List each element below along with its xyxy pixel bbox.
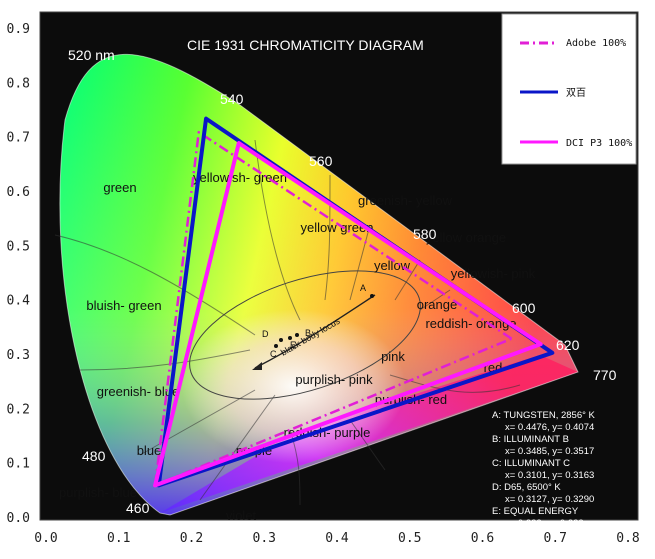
x-axis-ticks: 0.0 0.1 0.2 0.3 0.4 0.5 0.6 0.7 0.8 <box>34 531 639 546</box>
spectral-locus <box>54 53 579 516</box>
region-label: yellowish- green <box>193 170 287 185</box>
chart-title: CIE 1931 CHROMATICITY DIAGRAM <box>187 37 424 53</box>
y-tick-label: 0.8 <box>7 76 30 91</box>
wavelength-label: 460 <box>126 500 150 516</box>
region-label: yellow green <box>301 220 374 235</box>
note-line: A: TUNGSTEN, 2856° K <box>492 410 596 421</box>
region-label: orange <box>417 297 457 312</box>
note-line: x= 0.3127, y= 0.3290 <box>505 494 594 505</box>
note-line: x= 0.3101, y= 0.3163 <box>505 470 594 481</box>
region-label: blue <box>137 443 162 458</box>
region-label: purplish- pink <box>295 372 373 387</box>
wavelength-label: 580 <box>413 226 437 242</box>
y-tick-label: 0.2 <box>7 402 30 417</box>
illuminant-e: E <box>290 340 296 350</box>
wavelength-label: 600 <box>512 300 536 316</box>
illuminant-d: D <box>262 329 269 339</box>
note-line: C: ILLUMINANT C <box>492 458 570 469</box>
x-tick-label: 0.6 <box>471 531 494 546</box>
region-label: yellow <box>374 258 411 273</box>
gamut-triangles <box>153 116 555 488</box>
wavelength-label: 480 <box>82 448 106 464</box>
x-tick-label: 0.4 <box>325 531 349 546</box>
illuminant-a: A <box>360 283 366 293</box>
legend-label-dci: DCI P3 100% <box>566 138 632 149</box>
legend-label-shuangbai: 双百 <box>566 87 586 99</box>
region-label: greenish- yellow <box>358 193 453 208</box>
note-line: D: D65, 6500° K <box>492 482 561 493</box>
region-label: yellowish- pink <box>451 266 536 281</box>
region-label: violet <box>226 508 257 523</box>
y-tick-label: 0.6 <box>7 185 30 200</box>
wavelength-label: 560 <box>309 153 333 169</box>
note-line: x= 0.3485, y= 0.3517 <box>505 446 594 457</box>
x-tick-label: 0.1 <box>107 531 130 546</box>
y-tick-label: 0.5 <box>7 239 30 254</box>
y-tick-label: 0.0 <box>7 511 30 526</box>
region-label: green <box>103 180 136 195</box>
x-tick-label: 0.2 <box>180 531 203 546</box>
x-tick-label: 0.7 <box>544 531 567 546</box>
wavelength-label: 770 <box>593 367 617 383</box>
gamut-dci-p3 <box>153 141 543 488</box>
y-tick-label: 0.3 <box>7 348 30 363</box>
region-label: yellow orange <box>426 230 506 245</box>
wavelength-label: 620 <box>556 337 580 353</box>
y-axis-ticks: 0.0 0.1 0.2 0.3 0.4 0.5 0.6 0.7 0.8 0.9 <box>7 22 31 526</box>
y-tick-label: 0.7 <box>7 131 30 146</box>
illuminant-c: C <box>270 349 277 359</box>
y-tick-label: 0.4 <box>7 294 31 309</box>
note-line: E: EQUAL ENERGY <box>492 506 579 517</box>
wavelength-label: 520 nm <box>68 47 115 63</box>
region-label: pink <box>381 349 405 364</box>
wavelength-labels: 520 nm 540 560 580 600 620 770 480 460 <box>68 47 617 516</box>
region-label: purplish- blue <box>59 485 137 500</box>
x-tick-label: 0.8 <box>616 531 639 546</box>
region-label-line: yellowish- green <box>193 170 287 185</box>
illuminant-b: B <box>305 328 311 338</box>
legend: Adobe 100% 双百 DCI P3 100% <box>501 13 637 165</box>
x-tick-label: 0.5 <box>398 531 421 546</box>
region-label: greenish- blue <box>97 384 179 399</box>
note-line: x= 0.4476, y= 0.4074 <box>505 422 594 433</box>
x-tick-label: 0.0 <box>34 531 57 546</box>
illuminant-notes: A: TUNGSTEN, 2856° K x= 0.4476, y= 0.407… <box>492 410 596 529</box>
y-tick-label: 0.9 <box>7 22 30 37</box>
y-tick-label: 0.1 <box>7 457 30 472</box>
x-tick-label: 0.3 <box>253 531 276 546</box>
region-label: bluish- green <box>86 298 161 313</box>
gamut-adobe <box>153 130 513 487</box>
wavelength-label: 540 <box>220 91 244 107</box>
note-line: B: ILLUMINANT B <box>492 434 569 445</box>
legend-label-adobe: Adobe 100% <box>566 38 626 49</box>
note-line: x= 0.333, y= 0.333 <box>505 518 584 529</box>
